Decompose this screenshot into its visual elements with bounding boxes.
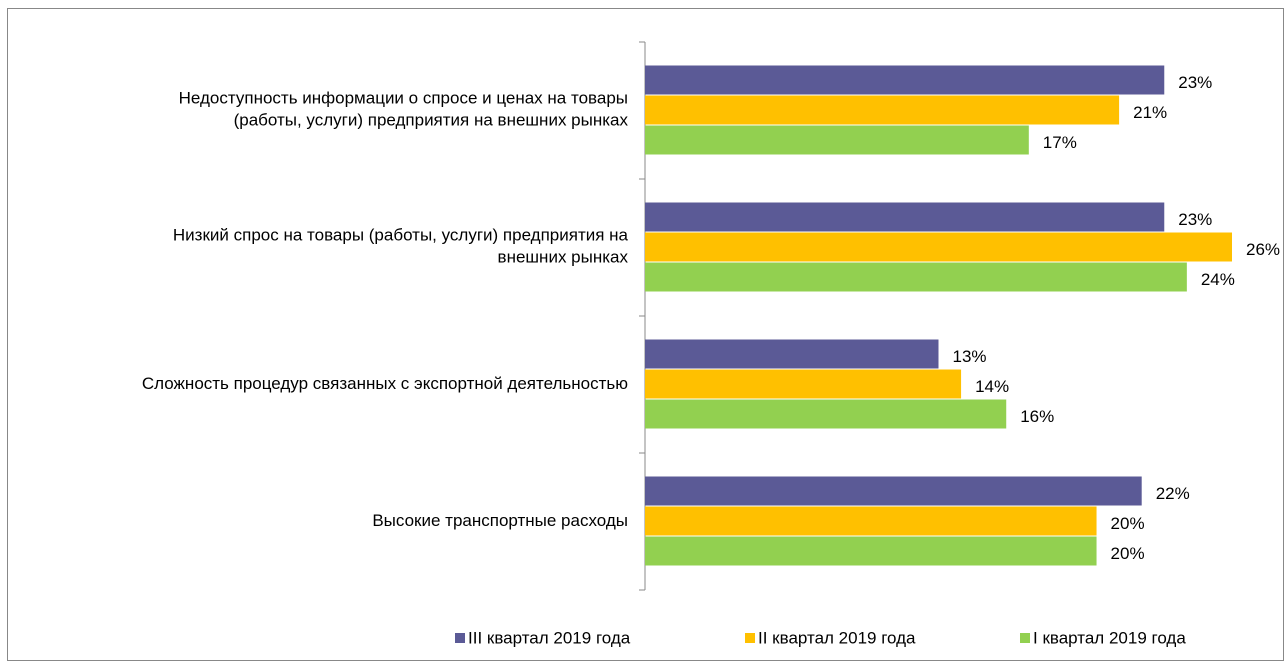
- legend-label: III квартал 2019 года: [468, 628, 631, 647]
- bar: [645, 536, 1097, 566]
- legend-swatch: [745, 633, 755, 643]
- value-label: 23%: [1178, 210, 1212, 229]
- value-label: 13%: [953, 347, 987, 366]
- bar: [645, 202, 1165, 232]
- bar: [645, 369, 962, 399]
- bar: [645, 476, 1142, 506]
- bar: [645, 399, 1007, 429]
- bar: [645, 232, 1232, 262]
- legend-label: II квартал 2019 года: [758, 628, 916, 647]
- category-label: Недоступность информации о спросе и цена…: [179, 89, 629, 130]
- value-label: 22%: [1156, 484, 1190, 503]
- value-label: 26%: [1246, 240, 1280, 259]
- category-label: Высокие транспортные расходы: [372, 511, 628, 530]
- value-label: 23%: [1178, 73, 1212, 92]
- legend-label: I квартал 2019 года: [1033, 628, 1186, 647]
- value-label: 20%: [1111, 514, 1145, 533]
- chart-border: [7, 8, 1284, 661]
- bar: [645, 95, 1120, 125]
- bar: [645, 125, 1029, 155]
- bar: [645, 339, 939, 369]
- value-label: 24%: [1201, 270, 1235, 289]
- value-label: 16%: [1020, 407, 1054, 426]
- value-label: 20%: [1111, 544, 1145, 563]
- bar: [645, 262, 1187, 292]
- value-label: 17%: [1043, 133, 1077, 152]
- value-label: 14%: [975, 377, 1009, 396]
- legend-swatch: [455, 633, 465, 643]
- value-label: 21%: [1133, 103, 1167, 122]
- category-label: Сложность процедур связанных с экспортно…: [142, 374, 628, 393]
- bar: [645, 65, 1165, 95]
- bar: [645, 506, 1097, 536]
- legend-swatch: [1020, 633, 1030, 643]
- category-label: Низкий спрос на товары (работы, услуги) …: [173, 226, 629, 267]
